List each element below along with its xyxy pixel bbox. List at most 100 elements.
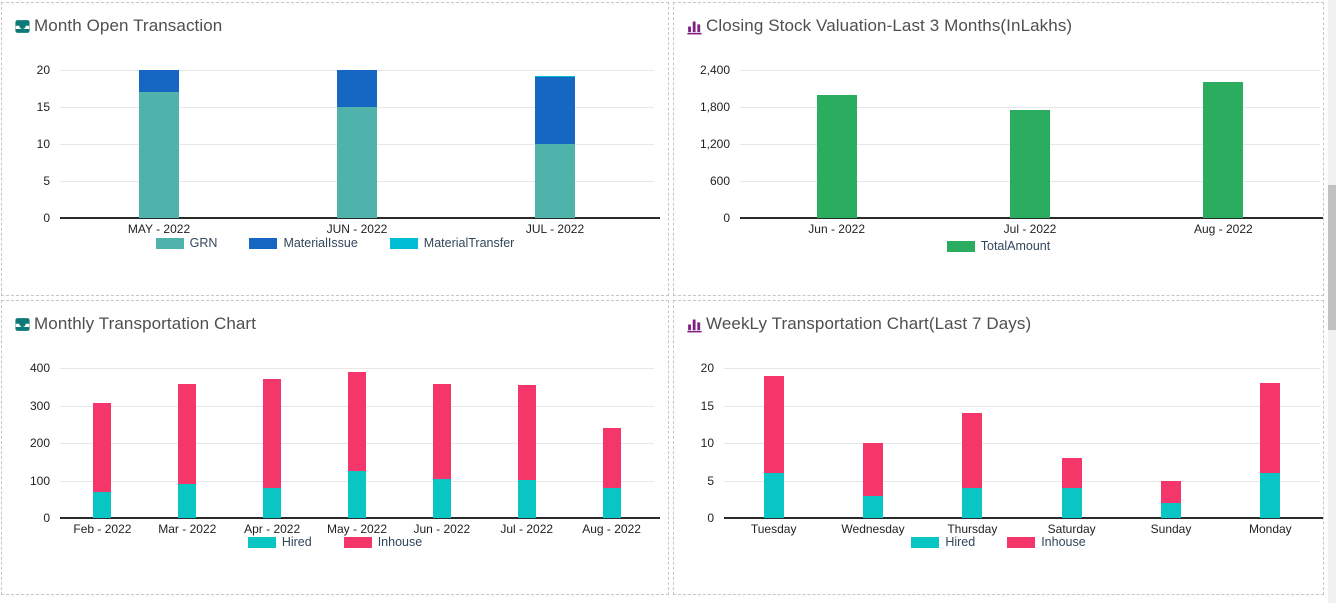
y-axis-tick-label: 100 (29, 473, 50, 488)
bar-Inhouse[interactable] (263, 378, 282, 488)
chart-weekly-transportation: 0 5 10 15 20 Tuesday Wednesday Thursday Saturday… (674, 301, 1323, 594)
bar-Hired[interactable] (93, 491, 112, 518)
bar-chart-icon (686, 316, 703, 333)
bar-TotalAmount[interactable] (1203, 82, 1244, 218)
y-axis-tick-label: 0 (723, 211, 730, 225)
x-axis-line (60, 517, 660, 519)
y-axis-tick-label: 300 (29, 398, 50, 413)
bar-MaterialTransfer[interactable] (535, 75, 575, 78)
x-axis-tick-label: Thursday (947, 522, 998, 536)
x-axis-tick-label: Feb - 2022 (73, 522, 132, 536)
x-axis-tick-label: MAY - 2022 (127, 222, 191, 236)
x-axis-line (60, 217, 660, 219)
dashboard-grid: Month Open Transaction 0 5 10 15 20 MAY - 202… (1, 2, 1324, 595)
bar-TotalAmount[interactable] (816, 94, 857, 218)
bar-Hired[interactable] (517, 479, 536, 518)
x-axis-tick-label: Jun - 2022 (413, 522, 471, 536)
legend-item-TotalAmount[interactable]: TotalAmount (946, 239, 1050, 253)
panel-title: WeekLy Transportation Chart(Last 7 Days) (706, 314, 1032, 333)
bar-Inhouse[interactable] (863, 443, 883, 496)
panel-closing-stock-valuation: Closing Stock Valuation-Last 3 Months(In… (673, 2, 1324, 296)
legend-swatch (1007, 536, 1036, 548)
bar-Hired[interactable] (178, 484, 197, 518)
bar-Hired[interactable] (602, 488, 621, 518)
bar-MaterialIssue[interactable] (535, 77, 575, 144)
legend-item-GRN[interactable]: GRN (155, 236, 217, 250)
bar-Hired[interactable] (432, 478, 451, 518)
bar-GRN[interactable] (535, 144, 575, 218)
bar-Hired[interactable] (962, 488, 983, 518)
bar-Inhouse[interactable] (348, 371, 366, 472)
x-axis-tick-label: Aug - 2022 (1193, 222, 1253, 236)
bar-TotalAmount[interactable] (1010, 110, 1050, 218)
x-axis-tick-label: Aug - 2022 (582, 522, 641, 536)
gridline (724, 480, 1320, 482)
legend-swatch (155, 237, 184, 249)
legend-item-Inhouse[interactable]: Inhouse (343, 535, 423, 549)
x-axis-tick-label: Jul - 2022 (1003, 222, 1057, 236)
bar-MaterialIssue[interactable] (139, 70, 179, 93)
y-axis-tick-label: 600 (709, 174, 730, 188)
legend-item-Hired[interactable]: Hired (911, 535, 975, 549)
bar-Hired[interactable] (763, 473, 784, 518)
bar-Hired[interactable] (1260, 473, 1281, 518)
bar-Hired[interactable] (1161, 503, 1181, 518)
y-axis-tick-label: 400 (29, 361, 50, 375)
scrollbar-track[interactable] (1328, 0, 1336, 603)
y-axis-tick-label: 0 (43, 211, 50, 225)
y-axis-tick-label: 1,800 (699, 100, 730, 114)
legend-label: Hired (945, 535, 976, 549)
bar-Inhouse[interactable] (432, 383, 451, 479)
panel-title: Closing Stock Valuation-Last 3 Months(In… (706, 16, 1073, 35)
panel-title: Monthly Transportation Chart (34, 314, 257, 333)
bar-Hired[interactable] (863, 495, 883, 518)
legend-item-MaterialIssue[interactable]: MaterialIssue (249, 236, 358, 250)
scrollbar-thumb[interactable] (1328, 185, 1336, 330)
y-axis-tick-label: 0 (43, 511, 50, 525)
bar-Inhouse[interactable] (602, 427, 621, 488)
legend-item-MaterialTransfer[interactable]: MaterialTransfer (389, 236, 515, 250)
bar-GRN[interactable] (139, 92, 179, 218)
bar-Inhouse[interactable] (93, 402, 112, 492)
x-axis-tick-label: Jul - 2022 (500, 522, 554, 536)
bar-MaterialIssue[interactable] (337, 70, 377, 107)
bar-Hired[interactable] (1061, 488, 1082, 518)
gridline (740, 107, 1320, 108)
legend-item-Inhouse[interactable]: Inhouse (1007, 535, 1086, 549)
y-axis-tick-label: 5 (707, 473, 714, 488)
y-axis-tick-label: 20 (36, 63, 50, 77)
y-axis-tick-label: 15 (36, 100, 50, 114)
legend-label: Inhouse (377, 535, 423, 549)
y-axis-tick-label: 10 (36, 137, 50, 151)
chart-legend: TotalAmount (674, 239, 1323, 253)
legend-item-Hired[interactable]: Hired (247, 535, 312, 549)
panel-weekly-transportation: WeekLy Transportation Chart(Last 7 Days)… (673, 300, 1324, 595)
x-axis-tick-label: Apr - 2022 (244, 522, 301, 536)
bar-Inhouse[interactable] (763, 375, 784, 473)
bar-Inhouse[interactable] (1161, 480, 1181, 503)
bar-GRN[interactable] (337, 107, 377, 218)
legend-label: Hired (281, 535, 312, 549)
y-axis-tick-label: 200 (29, 436, 50, 450)
y-axis-tick-label: 15 (700, 398, 714, 413)
bar-Inhouse[interactable] (962, 413, 983, 488)
x-axis-tick-label: May - 2022 (326, 522, 388, 536)
gridline (724, 405, 1320, 407)
chart-legend: GRN MaterialIssue MaterialTransfer (2, 236, 668, 250)
bar-Inhouse[interactable] (1260, 383, 1281, 473)
chart-month-open-transaction: 0 5 10 15 20 MAY - 2022 JUN - 2022 JUL - 2022 GR… (2, 3, 668, 295)
bar-Hired[interactable] (348, 471, 366, 518)
chart-closing-stock-valuation: 0 600 1,200 1,800 2,400 Jun - 2022 Jul - 2022 A… (674, 3, 1323, 295)
legend-label: MaterialTransfer (423, 236, 515, 250)
bar-Hired[interactable] (263, 488, 282, 518)
bar-Inhouse[interactable] (178, 383, 197, 485)
legend-swatch (249, 237, 278, 249)
panel-header: WeekLy Transportation Chart(Last 7 Days) (686, 314, 1031, 334)
x-axis-tick-label: Mar - 2022 (158, 522, 217, 536)
bar-Inhouse[interactable] (517, 384, 536, 480)
x-axis-line (724, 517, 1323, 519)
legend-swatch (389, 237, 418, 249)
legend-label: Inhouse (1041, 535, 1086, 549)
bar-Inhouse[interactable] (1061, 458, 1082, 488)
